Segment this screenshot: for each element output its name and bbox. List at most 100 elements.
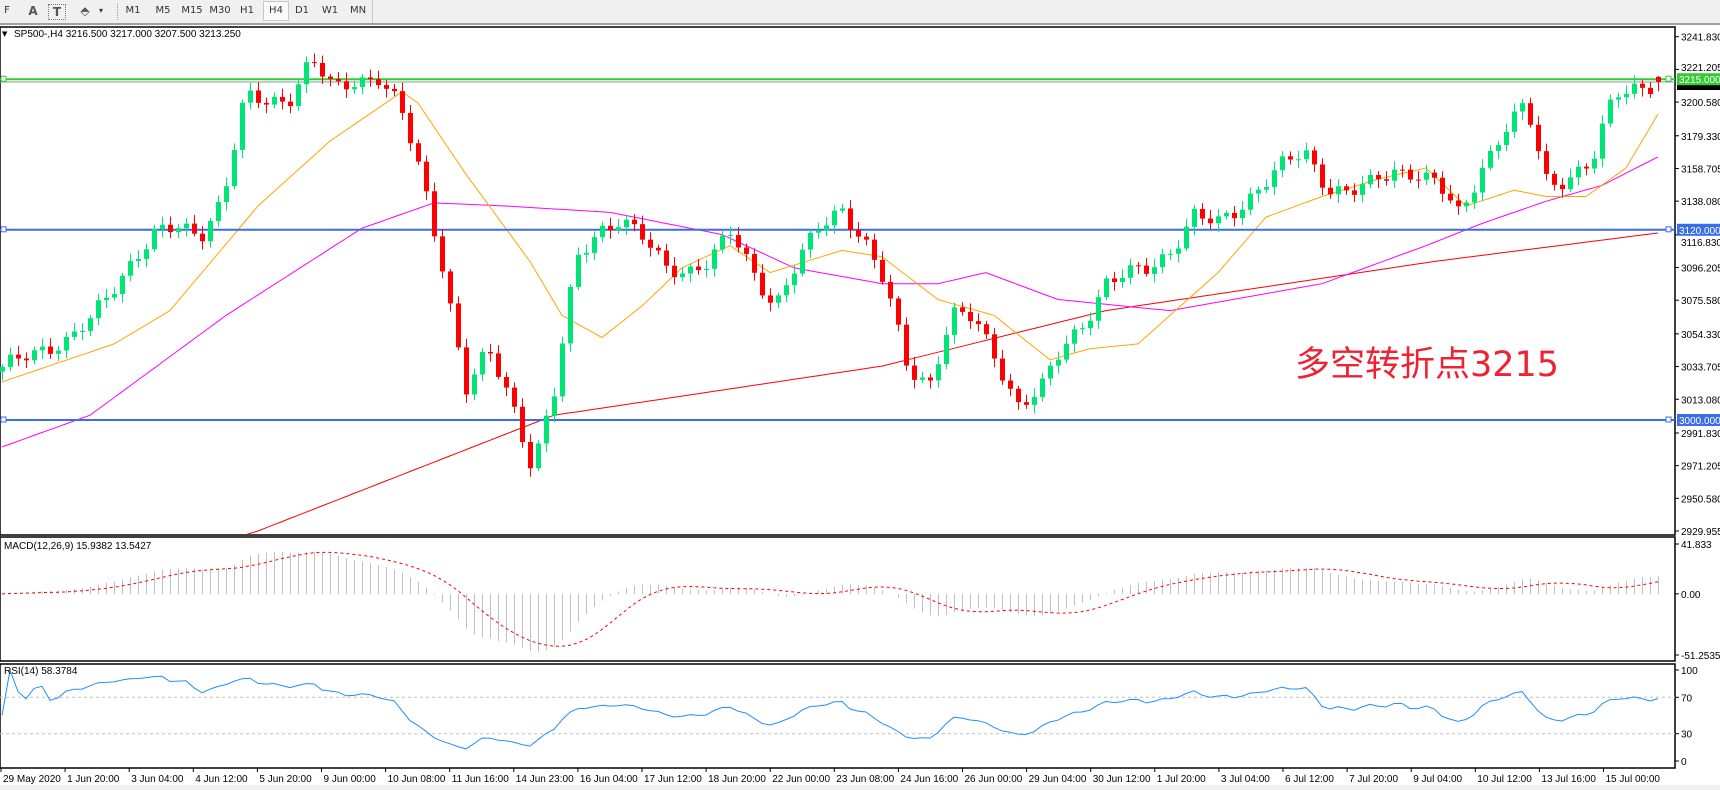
candle-body xyxy=(1008,380,1013,389)
candle-body xyxy=(1240,209,1245,219)
time-tick-label: 18 Jun 20:00 xyxy=(708,774,766,785)
price-tick-label: 3221.205 xyxy=(1681,63,1720,74)
candle-body xyxy=(184,223,189,229)
candle-body xyxy=(592,237,597,253)
candle xyxy=(440,229,445,279)
collapse-triangle-icon[interactable]: ▼ xyxy=(2,30,8,38)
rsi-tick-label: 100 xyxy=(1681,666,1698,677)
candle-body xyxy=(752,254,757,273)
candle-body xyxy=(1096,297,1101,321)
candle xyxy=(608,217,613,239)
rsi-label: RSI(14) 58.3784 xyxy=(4,666,78,677)
grid-icon[interactable]: F xyxy=(4,5,10,16)
time-tick-label: 24 Jun 16:00 xyxy=(900,774,958,785)
timeframe-mn[interactable]: MN xyxy=(349,5,367,16)
candle xyxy=(104,288,109,309)
candle xyxy=(1584,163,1589,176)
timeframe-w1[interactable]: W1 xyxy=(321,5,339,16)
candle-body xyxy=(160,224,165,229)
chevron-down-icon[interactable]: ▾ xyxy=(98,6,103,15)
candle-body xyxy=(504,376,509,388)
candle-body xyxy=(1648,87,1653,94)
arrows-icon[interactable]: ⬘ xyxy=(80,4,90,18)
candle xyxy=(1640,79,1645,97)
candle xyxy=(736,226,741,253)
candle xyxy=(336,71,341,86)
candle-body xyxy=(48,346,53,354)
candle xyxy=(312,53,317,68)
level-price-label: 3000.000 xyxy=(1679,416,1720,427)
level-price-badge xyxy=(1677,73,1720,86)
time-tick-label: 7 Jul 20:00 xyxy=(1349,774,1398,785)
candle xyxy=(512,382,517,413)
candle xyxy=(376,70,381,89)
candle xyxy=(1056,351,1061,374)
timeframe-m1[interactable]: M1 xyxy=(125,5,141,16)
candle-body xyxy=(1152,267,1157,274)
candle xyxy=(912,356,917,389)
candle xyxy=(1384,171,1389,186)
candle-body xyxy=(424,161,429,192)
candle xyxy=(1088,312,1093,335)
timeframe-h4[interactable]: H4 xyxy=(263,1,289,21)
candle-body xyxy=(1376,174,1381,180)
candle xyxy=(992,327,997,368)
candle xyxy=(1600,115,1605,168)
timeframe-m15[interactable]: M15 xyxy=(181,5,203,16)
text-tool-icon[interactable]: A xyxy=(28,4,38,18)
candle-body xyxy=(24,358,29,361)
candle xyxy=(496,345,501,380)
candle xyxy=(1552,170,1557,191)
candle xyxy=(1104,275,1109,301)
candle-body xyxy=(968,311,973,322)
candle-body xyxy=(448,271,453,304)
candle xyxy=(304,56,309,93)
timeframe-h1[interactable]: H1 xyxy=(240,5,254,16)
candle xyxy=(1272,161,1277,195)
candle xyxy=(424,155,429,200)
timeframe-m5[interactable]: M5 xyxy=(155,5,171,16)
candle-body xyxy=(904,324,909,366)
candle xyxy=(568,284,573,353)
ma-mid-line xyxy=(1,156,1659,448)
candle xyxy=(800,243,805,277)
candle xyxy=(352,80,357,94)
price-tick-label: 2950.580 xyxy=(1681,494,1720,505)
toolbar-divider xyxy=(372,0,373,23)
candle-body xyxy=(824,225,829,231)
text-label-icon[interactable]: T xyxy=(48,4,66,20)
rsi-tick-label: 0 xyxy=(1681,757,1687,768)
candle xyxy=(264,97,269,114)
candle-body xyxy=(848,208,853,230)
candle-body xyxy=(288,101,293,107)
rsi-tick-label: 30 xyxy=(1681,730,1693,741)
candle-body xyxy=(1600,123,1605,159)
rsi-pane xyxy=(0,663,1676,769)
candle-body xyxy=(1208,218,1213,224)
candle-body xyxy=(1192,208,1197,227)
candle-body xyxy=(1624,93,1629,98)
timeframe-d1[interactable]: D1 xyxy=(294,5,310,16)
candle xyxy=(480,348,485,381)
candle-body xyxy=(88,318,93,331)
candle-body xyxy=(496,353,501,377)
candle xyxy=(1648,81,1653,99)
candle xyxy=(1472,185,1477,209)
time-tick-label: 30 Jun 12:00 xyxy=(1093,774,1151,785)
candle-body xyxy=(1080,328,1085,330)
candle xyxy=(848,200,853,239)
candle xyxy=(256,81,261,109)
candle-body xyxy=(720,235,725,250)
candle xyxy=(1064,335,1069,364)
candle xyxy=(384,79,389,98)
main-plot xyxy=(0,53,1675,534)
candle xyxy=(464,338,469,404)
time-tick-label: 17 Jun 12:00 xyxy=(644,774,702,785)
timeframe-m30[interactable]: M30 xyxy=(209,5,231,16)
candle xyxy=(520,398,525,448)
candle-body xyxy=(1536,124,1541,152)
candle-body xyxy=(40,346,45,351)
candle-body xyxy=(320,62,325,77)
candle xyxy=(1120,269,1125,288)
